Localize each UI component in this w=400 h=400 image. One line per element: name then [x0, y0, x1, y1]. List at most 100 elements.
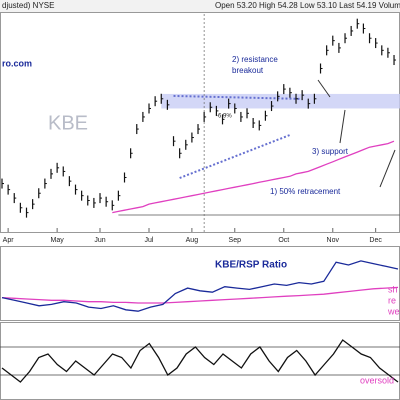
ratio-note: re: [388, 295, 396, 305]
ratio-ma: [1, 286, 399, 304]
arrow: [379, 149, 396, 188]
x-tick-label: May: [51, 237, 65, 244]
price-bar: [160, 93, 164, 104]
price-bar: [185, 139, 188, 150]
quote-info: Open 53.20 High 54.28 Low 53.10 Last 54.…: [215, 1, 400, 10]
header-bar: [0, 0, 400, 12]
price-bar: [68, 176, 72, 187]
price-bar: [13, 193, 17, 204]
price-bar: [375, 38, 378, 49]
price-bar: [154, 96, 158, 107]
ratio-line: [1, 260, 399, 312]
price-bar: [228, 98, 231, 109]
price-bar: [246, 108, 250, 119]
annotation: breakout: [232, 66, 264, 75]
price-bar: [362, 23, 366, 34]
annotation: 1) 50% retracement: [270, 187, 341, 196]
price-bar: [44, 178, 47, 189]
price-bar: [50, 168, 54, 179]
price-bar: [326, 45, 329, 56]
price-bar: [313, 93, 317, 104]
price-bar: [136, 124, 139, 135]
price-bar: [148, 103, 152, 114]
price-bar: [270, 101, 274, 112]
price-bar: [130, 148, 133, 159]
price-bar: [56, 162, 60, 173]
site: ro.com: [2, 58, 32, 68]
price-bar: [25, 207, 29, 218]
price-bar: [7, 184, 11, 195]
symbol-watermark: KBE: [48, 112, 88, 134]
oscillator-line: [1, 339, 399, 383]
price-bar: [62, 166, 66, 177]
price-bar: [344, 33, 348, 44]
arrow: [339, 109, 346, 144]
arrow: [317, 79, 331, 98]
resistance-zone: [161, 93, 400, 109]
price-bar: [301, 90, 305, 101]
price-bar: [277, 91, 280, 102]
price-bar: [356, 18, 360, 29]
price-bar: [258, 120, 262, 131]
price-bar: [234, 103, 237, 114]
price-bar: [172, 136, 176, 147]
price-bar: [93, 197, 96, 208]
price-bar: [332, 35, 335, 46]
x-tick-label: Aug: [186, 237, 199, 244]
ratio-title: KBE/RSP Ratio: [215, 260, 287, 271]
price-bar: [252, 118, 256, 128]
price-bar: [87, 195, 90, 206]
price-bar: [393, 55, 397, 66]
price-bar: [240, 111, 243, 122]
price-bar: [289, 87, 292, 98]
price-bar: [283, 84, 286, 95]
x-tick-label: Apr: [3, 237, 15, 244]
price-bar: [319, 63, 323, 74]
price-bar: [307, 98, 311, 109]
price-bar: [142, 111, 145, 122]
price-bar: [74, 184, 78, 195]
x-tick-label: Nov: [327, 237, 340, 244]
oscillator-note: oversold: [360, 375, 394, 385]
x-tick-label: Jul: [145, 237, 154, 244]
price-bar: [368, 33, 372, 44]
price-bar: [387, 47, 390, 58]
x-tick-label: Sep: [229, 237, 242, 244]
price-bar: [81, 190, 84, 201]
price-bar: [203, 111, 207, 122]
ratio-note: we: [387, 306, 400, 316]
price-bar: [221, 114, 225, 125]
price-bar: [117, 190, 121, 201]
price-bar: [19, 202, 23, 213]
price-bar: [105, 196, 109, 207]
price-bar: [99, 193, 103, 204]
annotation: 2) resistance: [232, 55, 278, 64]
price-bar: [32, 199, 35, 210]
price-bar: [264, 110, 268, 121]
price-bar: [209, 102, 213, 113]
price-bar: [295, 93, 299, 104]
price-bar: [179, 148, 182, 159]
price-bar: [111, 200, 115, 211]
annotation: -6.9%: [216, 114, 232, 120]
price-bar: [197, 124, 201, 135]
price-bar: [166, 99, 170, 110]
annotation: 3) support: [312, 147, 349, 156]
price-bar: [1, 178, 4, 189]
source: djusted) NYSE: [2, 1, 54, 10]
x-tick-label: Jun: [94, 237, 105, 244]
x-tick-label: Oct: [278, 237, 289, 244]
price-bar: [191, 132, 194, 143]
price-bar: [381, 45, 384, 56]
ratio-note: sh: [388, 284, 398, 294]
triangle-top: [173, 94, 303, 100]
price-bar: [215, 105, 219, 116]
price-bar: [338, 42, 341, 53]
price-bar: [38, 188, 41, 199]
price-bar: [350, 25, 354, 36]
price-bar: [123, 172, 127, 183]
moving-average: [112, 140, 395, 214]
x-tick-label: Dec: [369, 237, 382, 244]
